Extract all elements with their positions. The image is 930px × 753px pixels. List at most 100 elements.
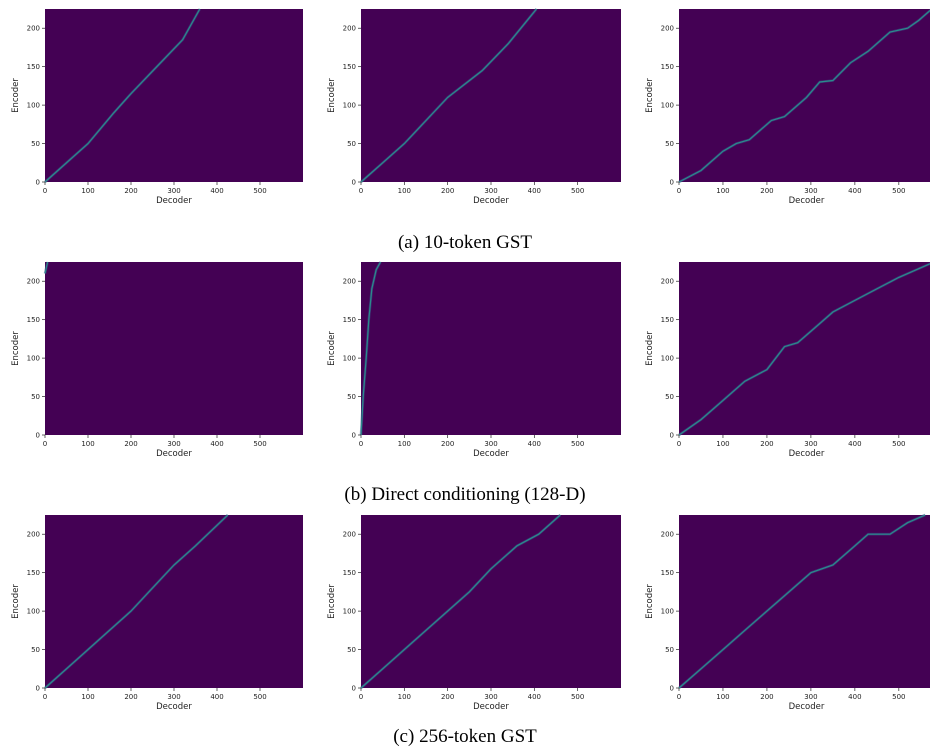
- x-tick-label: 0: [677, 187, 681, 195]
- x-tick-label: 0: [43, 440, 47, 448]
- y-axis-label: Encoder: [11, 584, 21, 619]
- alignment-path: [678, 514, 926, 689]
- panel-0-2: 0 100 200 300 400 500 0 50 100 150 200 Decoder Encod…: [645, 8, 930, 206]
- heatmap-background: [361, 262, 621, 435]
- x-tick-label: 400: [210, 693, 223, 701]
- heatmap-background: [45, 515, 303, 688]
- y-tick-label: 100: [661, 102, 674, 110]
- panel-1-0: 0 100 200 300 400 500 0 50 100 150 200 Decoder Encod…: [11, 261, 303, 459]
- y-axis-label: Encoder: [645, 78, 655, 113]
- y-tick-label: 50: [347, 646, 356, 654]
- y-tick-label: 100: [661, 608, 674, 616]
- x-axis-label: Decoder: [789, 449, 825, 459]
- alignment-path: [44, 8, 201, 183]
- x-axis-label: Decoder: [473, 702, 509, 712]
- alignment-path: [678, 263, 930, 436]
- alignment-path: [360, 514, 561, 689]
- x-axis-label: Decoder: [789, 196, 825, 206]
- x-tick-label: 500: [892, 187, 905, 195]
- y-tick-label: 150: [343, 569, 356, 577]
- heatmap-background: [361, 515, 621, 688]
- panels: 0 100 200 300 400 500050100150200DecoderEncod…: [11, 8, 930, 712]
- y-tick-label: 50: [665, 393, 674, 401]
- y-tick-label: 100: [343, 102, 356, 110]
- x-tick-label: 200: [124, 440, 137, 448]
- y-tick-label: 0: [36, 685, 40, 693]
- y-tick-label: 0: [36, 432, 40, 440]
- alignment-path: [360, 261, 382, 436]
- heatmap-background: [679, 515, 930, 688]
- alignment-path: [360, 8, 537, 183]
- caption-c: (c) 256-token GST: [393, 726, 537, 747]
- y-tick-label: 150: [661, 569, 674, 577]
- y-tick-label: 200: [343, 278, 356, 286]
- x-tick-label: 200: [441, 693, 454, 701]
- y-tick-label: 100: [27, 102, 40, 110]
- heatmap-background: [45, 262, 303, 435]
- y-tick-label: 0: [670, 179, 674, 187]
- y-tick-label: 0: [670, 685, 674, 693]
- y-tick-label: 0: [352, 179, 356, 187]
- y-axis-label: Encoder: [11, 78, 21, 113]
- y-tick-label: 150: [661, 316, 674, 324]
- alignment-path: [678, 9, 930, 183]
- x-tick-label: 200: [124, 693, 137, 701]
- y-axis-label: Encoder: [645, 331, 655, 366]
- y-axis-label: Encoder: [327, 584, 337, 619]
- caption-b: (b) Direct conditioning (128-D): [344, 484, 585, 505]
- x-tick-label: 500: [571, 693, 584, 701]
- y-axis-label: Encoder: [11, 331, 21, 366]
- x-axis-label: Decoder: [473, 449, 509, 459]
- x-axis-label: Decoder: [789, 702, 825, 712]
- x-tick-label: 100: [716, 440, 729, 448]
- x-tick-label: 0: [359, 187, 363, 195]
- x-axis-label: Decoder: [473, 196, 509, 206]
- y-tick-label: 150: [661, 63, 674, 71]
- y-tick-label: 100: [343, 355, 356, 363]
- y-tick-label: 0: [36, 179, 40, 187]
- panel-0-0: 0 100 200 300 400 500 0 50 100 150 200 Decoder Encod…: [11, 8, 303, 206]
- x-tick-label: 300: [167, 693, 180, 701]
- y-tick-label: 150: [27, 569, 40, 577]
- y-tick-label: 50: [665, 140, 674, 148]
- x-tick-label: 300: [167, 187, 180, 195]
- y-tick-label: 0: [670, 432, 674, 440]
- x-tick-label: 200: [441, 187, 454, 195]
- y-tick-label: 100: [343, 608, 356, 616]
- y-axis-label: Encoder: [327, 78, 337, 113]
- y-tick-label: 50: [347, 140, 356, 148]
- y-tick-label: 200: [343, 25, 356, 33]
- y-tick-label: 100: [27, 355, 40, 363]
- caption-a: (a) 10-token GST: [398, 232, 532, 253]
- x-tick-label: 300: [484, 693, 497, 701]
- x-tick-label: 400: [848, 693, 861, 701]
- panel-0-1: 0 100 200 300 400 500 0 50 100 150 200 Decoder Encod…: [327, 8, 621, 206]
- x-tick-label: 500: [253, 440, 266, 448]
- panel-2-1: 0 100 200 300 400 500 0 50 100 150 200 Decoder Encod…: [327, 514, 621, 712]
- x-tick-label: 400: [528, 187, 541, 195]
- y-tick-label: 200: [27, 278, 40, 286]
- x-tick-label: 500: [571, 187, 584, 195]
- x-tick-label: 300: [804, 187, 817, 195]
- x-tick-label: 0: [359, 440, 363, 448]
- y-axis-label: Encoder: [645, 584, 655, 619]
- x-tick-label: 500: [892, 693, 905, 701]
- x-tick-label: 500: [253, 187, 266, 195]
- x-tick-label: 200: [760, 187, 773, 195]
- panel-1-1: 0 100 200 300 400 500 0 50 100 150 200 Decoder Encod…: [327, 261, 621, 459]
- y-tick-label: 150: [27, 63, 40, 71]
- heatmap-background: [361, 9, 621, 182]
- x-axis-label: Decoder: [156, 702, 192, 712]
- x-tick-label: 200: [760, 440, 773, 448]
- heatmap-background: [45, 9, 303, 182]
- x-tick-label: 300: [804, 440, 817, 448]
- x-tick-label: 0: [677, 693, 681, 701]
- y-tick-label: 150: [343, 63, 356, 71]
- x-tick-label: 500: [253, 693, 266, 701]
- heatmap-background: [679, 262, 930, 435]
- x-tick-label: 300: [484, 187, 497, 195]
- y-tick-label: 100: [661, 355, 674, 363]
- x-tick-label: 400: [848, 187, 861, 195]
- x-tick-label: 300: [484, 440, 497, 448]
